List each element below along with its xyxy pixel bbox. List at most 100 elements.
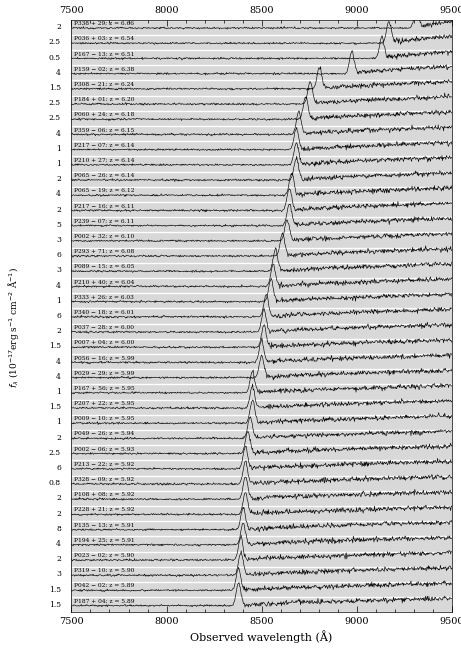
Text: $f_{\lambda}$ (10$^{-17}$erg s$^{-1}$ cm$^{-2}$ Å$^{-1}$): $f_{\lambda}$ (10$^{-17}$erg s$^{-1}$ cm…	[6, 267, 21, 388]
Bar	[71, 521, 452, 536]
Text: 1.5: 1.5	[49, 343, 61, 350]
Text: P338 + 29; z = 6.66: P338 + 29; z = 6.66	[74, 21, 134, 26]
Bar	[71, 339, 452, 354]
Bar	[71, 50, 452, 66]
Bar	[71, 96, 452, 111]
Text: 3: 3	[56, 236, 61, 244]
Text: 3: 3	[56, 571, 61, 578]
Text: 2: 2	[56, 328, 61, 335]
Text: P328 − 09; z = 5.92: P328 − 09; z = 5.92	[74, 477, 135, 482]
Text: P340 − 18; z = 6.01: P340 − 18; z = 6.01	[74, 310, 135, 314]
Bar	[71, 430, 452, 445]
Text: P159 − 02; z = 6.38: P159 − 02; z = 6.38	[74, 66, 135, 71]
Text: P023 − 02; z = 5.90: P023 − 02; z = 5.90	[74, 553, 135, 558]
Text: P002 + 32; z = 6.10: P002 + 32; z = 6.10	[74, 234, 135, 238]
Text: 1.5: 1.5	[49, 601, 61, 609]
Text: P042 − 02; z = 5.89: P042 − 02; z = 5.89	[74, 583, 135, 588]
Bar	[71, 400, 452, 415]
Text: P308 − 21; z = 6.24: P308 − 21; z = 6.24	[74, 82, 135, 86]
Bar	[71, 309, 452, 324]
Text: P056 − 16; z = 5.99: P056 − 16; z = 5.99	[74, 355, 135, 360]
Text: P293 + 71; z = 6.08: P293 + 71; z = 6.08	[74, 249, 135, 254]
Bar	[71, 157, 452, 172]
Text: 1: 1	[56, 145, 61, 153]
Bar	[71, 141, 452, 157]
Text: 3: 3	[56, 267, 61, 274]
Text: 6: 6	[56, 252, 61, 259]
Text: 1: 1	[56, 419, 61, 426]
Text: 2: 2	[56, 555, 61, 563]
Text: P319 − 10; z = 5.90: P319 − 10; z = 5.90	[74, 568, 135, 573]
Text: P217 − 07; z = 6.14: P217 − 07; z = 6.14	[74, 142, 135, 147]
Bar	[71, 202, 452, 217]
Text: P049 − 26; z = 5.94: P049 − 26; z = 5.94	[74, 431, 135, 436]
Text: P007 + 04; z = 6.00: P007 + 04; z = 6.00	[74, 340, 135, 345]
Bar	[71, 476, 452, 491]
Bar	[71, 217, 452, 233]
Bar	[71, 81, 452, 96]
Text: P213 − 22; z = 5.92: P213 − 22; z = 5.92	[74, 462, 135, 466]
Text: P239 − 07; z = 6.11: P239 − 07; z = 6.11	[74, 219, 135, 223]
Text: 4: 4	[56, 540, 61, 548]
Text: P187 + 04; z = 5.89: P187 + 04; z = 5.89	[74, 599, 135, 603]
Bar	[71, 293, 452, 309]
Bar	[71, 536, 452, 552]
Text: 1.5: 1.5	[49, 84, 61, 92]
Bar	[71, 597, 452, 612]
Bar	[71, 324, 452, 339]
Text: 2.5: 2.5	[49, 115, 61, 122]
Text: 2: 2	[56, 176, 61, 183]
Text: P108 + 08; z = 5.92: P108 + 08; z = 5.92	[74, 492, 135, 497]
Text: 4: 4	[56, 130, 61, 138]
Text: P194 + 25; z = 5.91: P194 + 25; z = 5.91	[74, 538, 135, 542]
Text: 2.5: 2.5	[49, 449, 61, 457]
Text: P333 + 26; z = 6.03: P333 + 26; z = 6.03	[74, 295, 134, 299]
Text: P167 − 13; z = 6.51: P167 − 13; z = 6.51	[74, 51, 135, 56]
Bar	[71, 415, 452, 430]
Text: P217 − 16; z = 6.11: P217 − 16; z = 6.11	[74, 203, 135, 208]
Bar	[71, 384, 452, 400]
Text: 1.5: 1.5	[49, 586, 61, 593]
Bar	[71, 126, 452, 141]
Text: P167 + 56; z = 5.95: P167 + 56; z = 5.95	[74, 386, 135, 390]
Text: P029 − 29; z = 5.99: P029 − 29; z = 5.99	[74, 371, 135, 375]
Bar	[71, 248, 452, 263]
Bar	[71, 582, 452, 597]
Text: 6: 6	[56, 464, 61, 472]
Bar	[71, 111, 452, 126]
Bar	[71, 233, 452, 248]
Text: 2: 2	[56, 23, 61, 31]
Bar	[71, 567, 452, 582]
Text: P228 + 21; z = 5.92: P228 + 21; z = 5.92	[74, 507, 135, 512]
Text: 1: 1	[56, 297, 61, 305]
Text: P060 + 24; z = 6.18: P060 + 24; z = 6.18	[74, 112, 135, 117]
Bar	[71, 35, 452, 50]
Bar	[71, 354, 452, 369]
Bar	[71, 20, 452, 35]
Text: P207 + 22; z = 5.95: P207 + 22; z = 5.95	[74, 401, 135, 406]
Text: P135 − 13; z = 5.91: P135 − 13; z = 5.91	[74, 523, 135, 527]
X-axis label: Observed wavelength (Å): Observed wavelength (Å)	[190, 631, 333, 643]
Text: 1: 1	[56, 160, 61, 168]
Bar	[71, 263, 452, 278]
Text: 8: 8	[56, 525, 61, 533]
Text: P036 + 03; z = 6.54: P036 + 03; z = 6.54	[74, 36, 135, 41]
Text: P359 − 06; z = 6.15: P359 − 06; z = 6.15	[74, 127, 135, 132]
Bar	[71, 491, 452, 506]
Text: 2: 2	[56, 206, 61, 214]
Bar	[71, 460, 452, 476]
Text: P210 + 40; z = 6.04: P210 + 40; z = 6.04	[74, 279, 135, 284]
Text: 4: 4	[56, 191, 61, 198]
Bar	[71, 172, 452, 187]
Bar	[71, 552, 452, 567]
Text: 2.5: 2.5	[49, 39, 61, 47]
Bar	[71, 278, 452, 293]
Text: P009 − 10; z = 5.95: P009 − 10; z = 5.95	[74, 416, 135, 421]
Bar	[71, 187, 452, 202]
Text: 5: 5	[56, 221, 61, 229]
Text: 2: 2	[56, 510, 61, 517]
Text: P089 − 15; z = 6.05: P089 − 15; z = 6.05	[74, 264, 135, 269]
Bar	[71, 369, 452, 384]
Text: P184 + 01; z = 6.20: P184 + 01; z = 6.20	[74, 97, 135, 102]
Text: 0.5: 0.5	[49, 54, 61, 62]
